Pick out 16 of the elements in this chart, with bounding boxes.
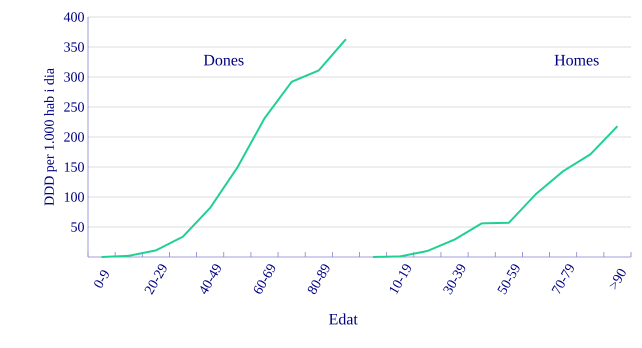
x-axis-title: Edat [329,313,358,325]
y-tick-label: 300 [64,72,84,82]
y-tick-label: 400 [64,12,84,22]
y-tick-label: 50 [71,222,84,232]
y-tick-label: 150 [64,162,84,172]
y-tick-label: 200 [64,132,84,142]
x-tick-label: >90 [609,268,626,290]
y-tick-label: 100 [64,192,84,202]
y-tick-label: 350 [64,42,84,52]
annotation: Dones [204,54,244,66]
y-tick-label: 250 [64,102,84,112]
line-series [372,125,618,258]
y-axis-title: DDD per 1.000 hab i dia [44,68,57,206]
annotation: Homes [554,54,599,66]
line-series [100,38,347,258]
x-tick-label: 0-9 [94,270,109,288]
